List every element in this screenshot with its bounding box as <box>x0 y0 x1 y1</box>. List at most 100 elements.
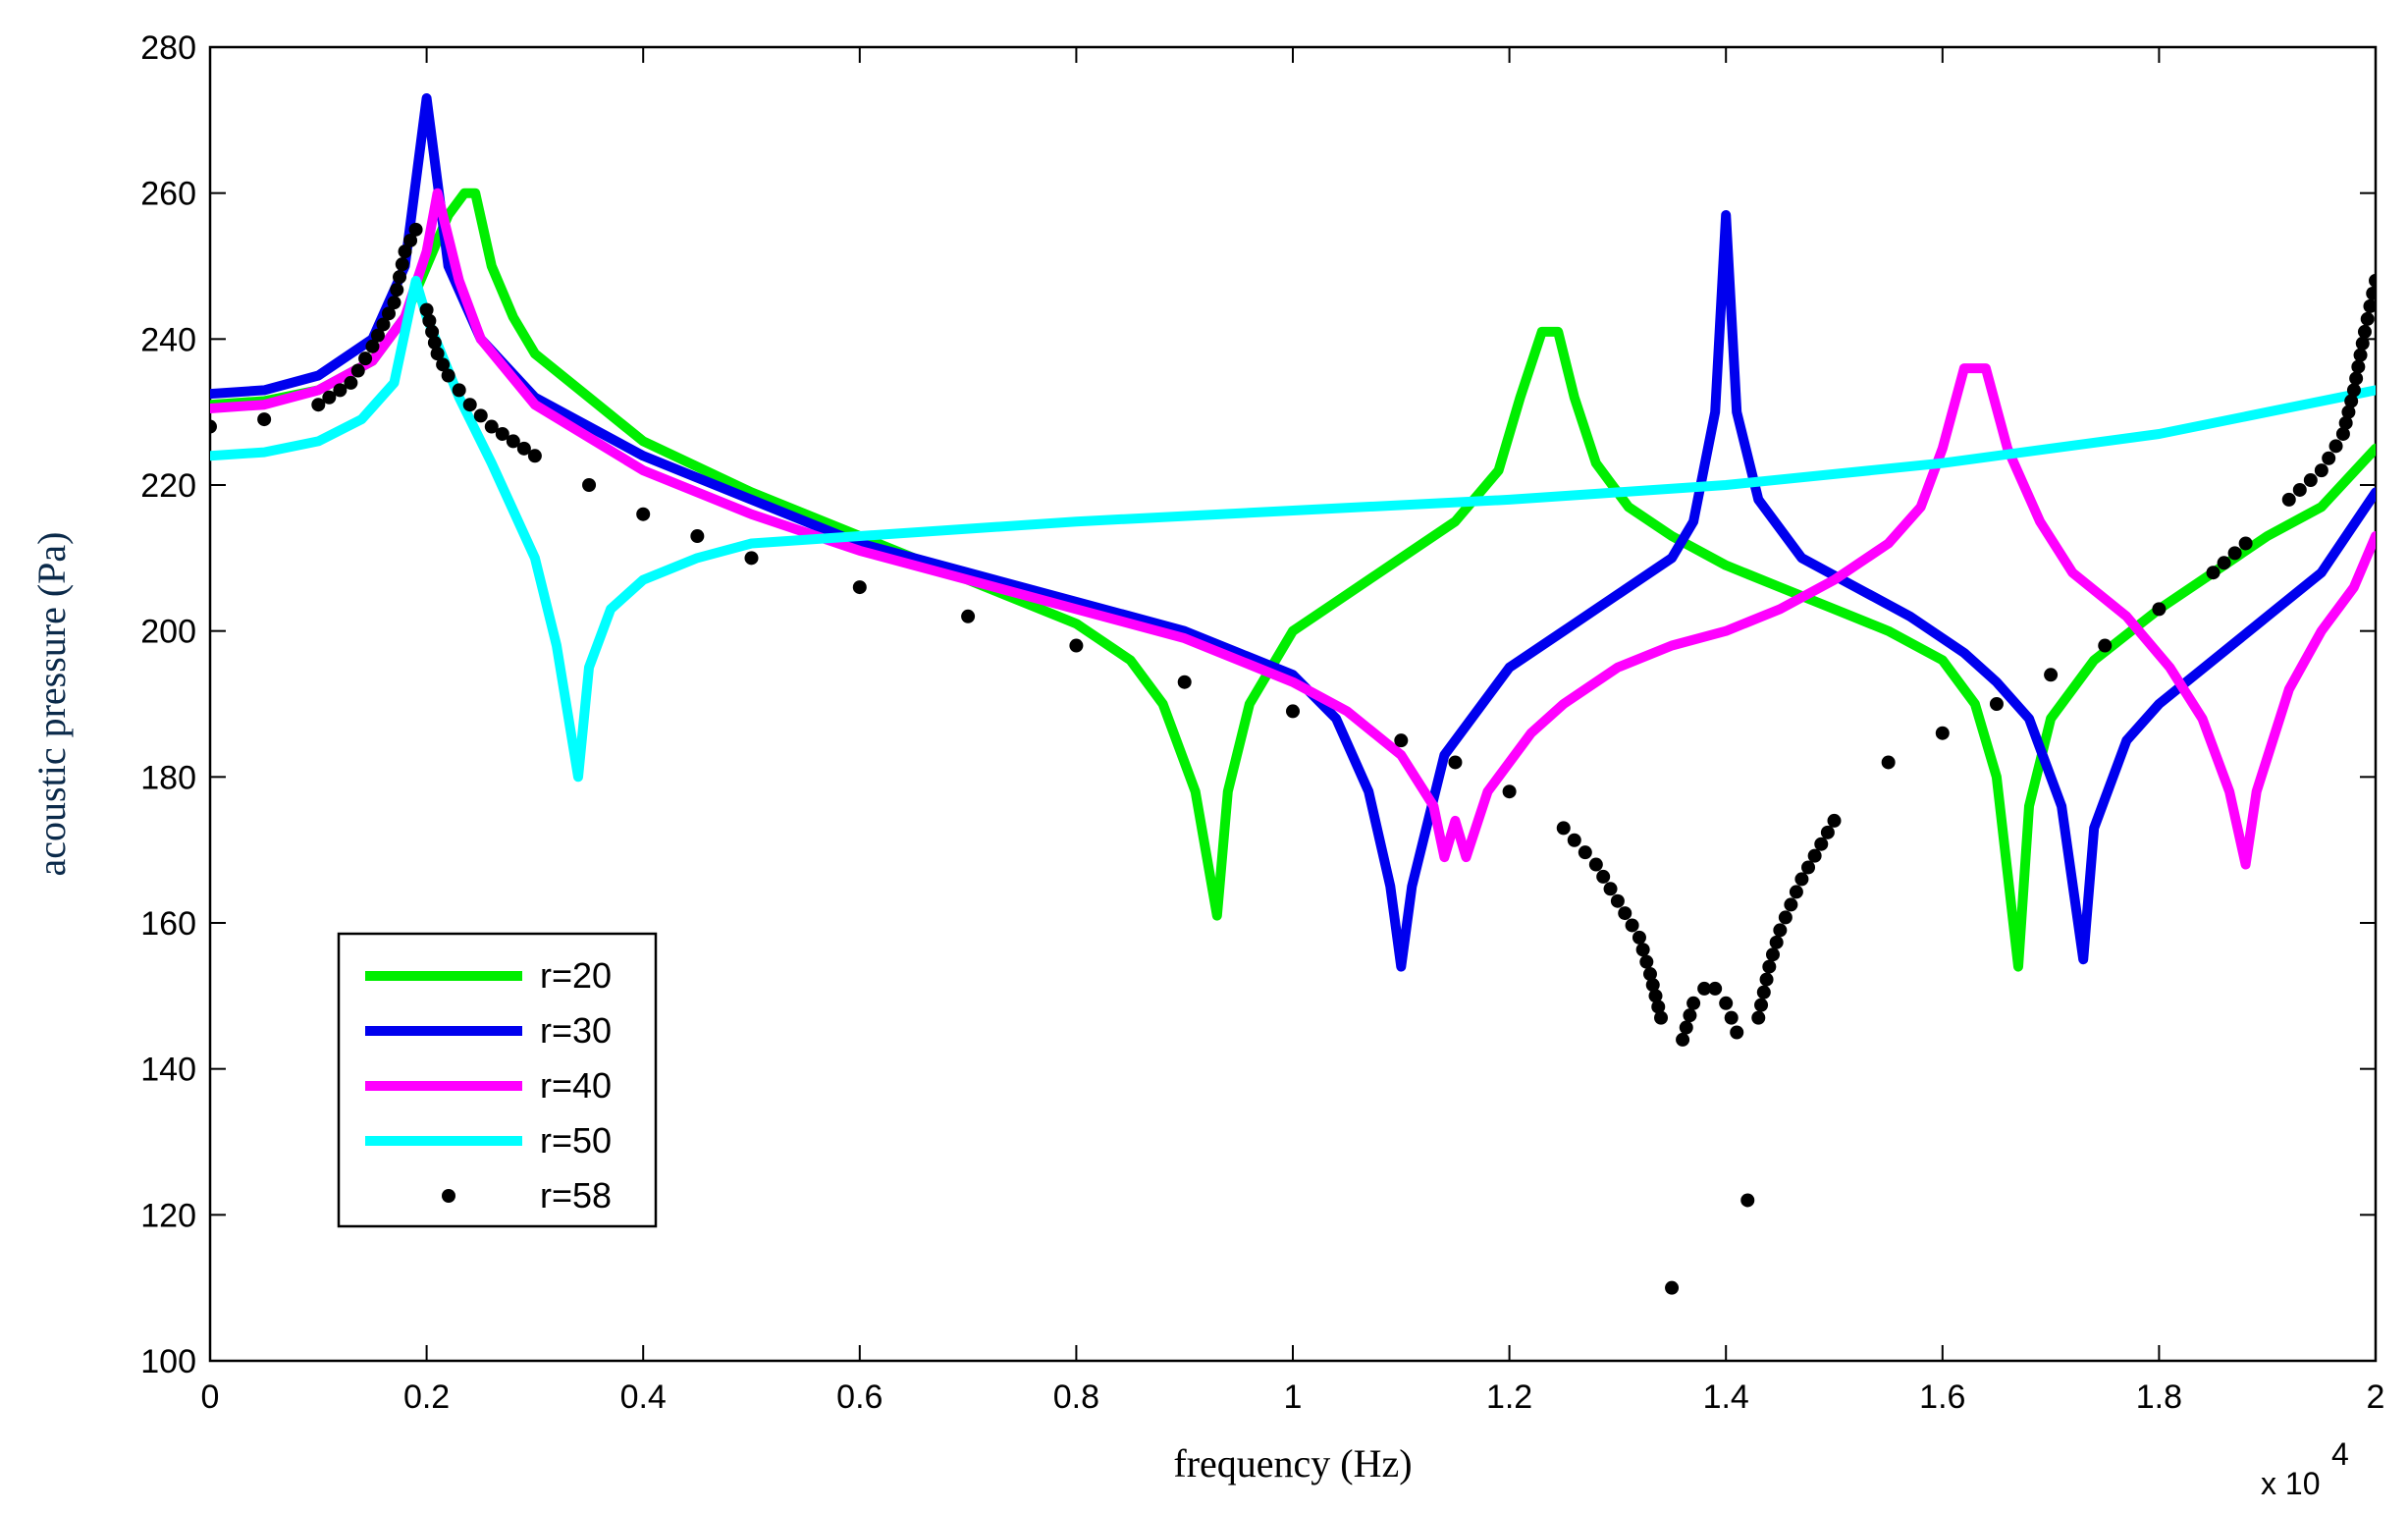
data-point <box>1639 954 1654 969</box>
data-point <box>1618 906 1632 921</box>
data-point <box>2346 383 2361 398</box>
data-point <box>2227 546 2242 561</box>
x-axis-title: frequency (Hz) <box>1173 1441 1412 1486</box>
data-point <box>1827 813 1842 828</box>
data-point <box>2369 273 2376 288</box>
data-point <box>2281 492 2296 507</box>
data-point <box>1625 918 1639 933</box>
data-point <box>2355 336 2370 351</box>
data-point <box>1769 935 1784 949</box>
data-point <box>427 336 442 351</box>
data-point <box>422 313 437 328</box>
data-point <box>1632 930 1646 945</box>
data-point <box>1645 978 1660 993</box>
data-point <box>1784 897 1798 912</box>
data-point <box>1286 704 1300 719</box>
data-point <box>1756 985 1771 1000</box>
data-point <box>1708 981 1723 996</box>
data-point <box>210 419 217 434</box>
data-point <box>1740 1193 1755 1208</box>
data-point <box>1676 1032 1690 1047</box>
data-point <box>473 408 488 423</box>
data-point <box>2366 286 2376 300</box>
data-point <box>2328 439 2343 454</box>
data-point <box>2206 566 2221 580</box>
data-point <box>1603 882 1618 896</box>
data-point <box>1754 998 1769 1012</box>
data-point <box>333 383 348 398</box>
data-point <box>636 507 651 521</box>
data-point <box>1556 821 1571 836</box>
data-point <box>1635 943 1650 957</box>
legend-label-r=30: r=30 <box>540 1010 612 1051</box>
data-point <box>2360 311 2375 326</box>
data-point <box>516 441 531 456</box>
x-tick-label: 0 <box>201 1378 220 1416</box>
data-point <box>2152 602 2167 617</box>
data-point <box>1596 869 1611 884</box>
x-multiplier-exponent: 4 <box>2331 1436 2349 1472</box>
data-point <box>1719 996 1734 1010</box>
data-point <box>390 283 404 297</box>
data-point <box>1648 989 1663 1003</box>
data-point <box>1724 1010 1739 1025</box>
data-point <box>1730 1025 1744 1040</box>
x-tick-labels: 0 0.2 0.4 0.6 0.8 1 1.2 1.4 1.6 1.8 2 <box>201 1378 2385 1416</box>
data-point <box>2349 371 2364 386</box>
data-point <box>257 412 272 427</box>
y-tick-label: 100 <box>140 1343 196 1380</box>
data-point <box>311 398 326 412</box>
x-tick-label: 0.2 <box>403 1378 450 1416</box>
data-point <box>387 296 401 310</box>
x-tick-label: 1 <box>1284 1378 1303 1416</box>
data-point <box>430 347 445 361</box>
data-point <box>2357 324 2372 339</box>
data-point <box>1820 825 1835 839</box>
data-point <box>2351 359 2366 374</box>
data-point <box>1778 910 1793 925</box>
legend: r=20 r=30 r=40 r=50 r=58 <box>337 932 658 1228</box>
legend-label-r=20: r=20 <box>540 955 612 996</box>
data-point <box>1177 675 1192 689</box>
data-point <box>2363 298 2376 313</box>
data-point <box>441 368 455 383</box>
data-point <box>1762 959 1777 974</box>
x-tick-label: 1.2 <box>1486 1378 1532 1416</box>
data-point <box>1588 857 1603 872</box>
x-tick-label: 0.4 <box>620 1378 667 1416</box>
data-point <box>408 222 423 237</box>
y-tick-label: 220 <box>140 467 196 505</box>
data-point <box>2098 638 2113 653</box>
data-point <box>419 302 434 317</box>
data-point <box>365 339 380 353</box>
data-point <box>2314 463 2328 478</box>
data-point <box>1814 837 1829 851</box>
data-point <box>484 419 499 434</box>
x-tick-label: 0.8 <box>1053 1378 1099 1416</box>
data-point <box>1679 1020 1693 1035</box>
data-point <box>1794 872 1809 887</box>
data-point <box>2044 668 2059 682</box>
data-point <box>582 478 597 492</box>
axis-ticks <box>209 46 2377 1362</box>
x-tick-label: 2 <box>2367 1378 2385 1416</box>
data-point <box>527 449 542 463</box>
series-line-r=20 <box>210 188 2376 972</box>
series-dots-r=58 <box>210 222 2376 1295</box>
data-point <box>1642 967 1657 982</box>
data-point <box>1651 1000 1666 1014</box>
data-point <box>2353 348 2368 362</box>
legend-label-r=58: r=58 <box>540 1175 612 1216</box>
data-point <box>2238 536 2253 551</box>
data-point <box>744 551 759 566</box>
data-point <box>322 390 337 405</box>
data-point <box>852 580 867 595</box>
data-point <box>1881 755 1896 770</box>
data-point <box>2338 415 2353 430</box>
data-point <box>350 363 365 378</box>
data-point <box>452 383 466 398</box>
data-point <box>2344 394 2359 408</box>
data-point <box>2335 426 2350 441</box>
data-point <box>376 317 391 332</box>
data-point <box>1069 638 1084 653</box>
